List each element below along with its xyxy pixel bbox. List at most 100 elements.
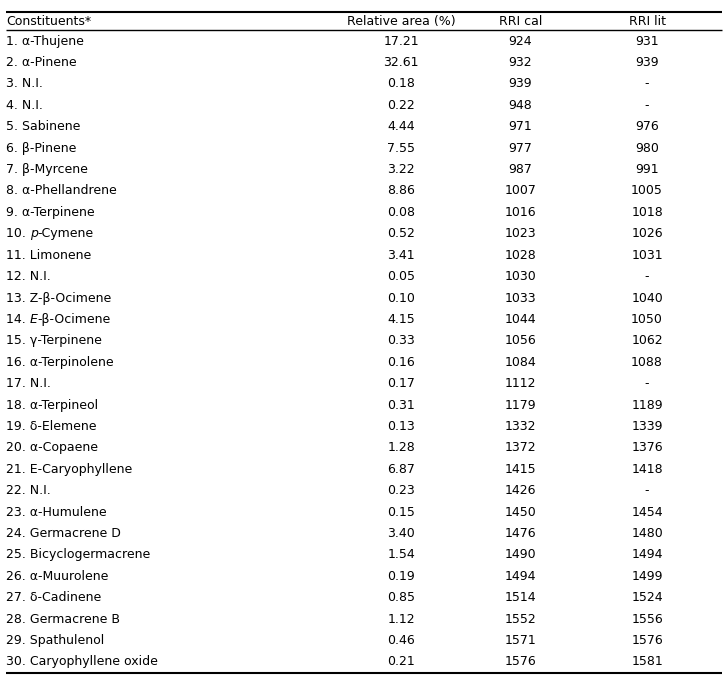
Text: 1189: 1189	[631, 399, 663, 412]
Text: 1376: 1376	[631, 441, 663, 454]
Text: 0.23: 0.23	[388, 484, 415, 497]
Text: 1026: 1026	[631, 227, 663, 240]
Text: 991: 991	[636, 163, 659, 176]
Text: 948: 948	[509, 99, 532, 112]
Text: 0.19: 0.19	[388, 570, 415, 583]
Text: -Cymene: -Cymene	[38, 227, 94, 240]
Text: 3.41: 3.41	[388, 249, 415, 262]
Text: 1084: 1084	[505, 356, 536, 368]
Text: 1339: 1339	[631, 420, 663, 433]
Text: 1499: 1499	[631, 570, 663, 583]
Text: 28. Germacrene B: 28. Germacrene B	[6, 612, 120, 625]
Text: 0.10: 0.10	[388, 291, 415, 304]
Text: 3. N.I.: 3. N.I.	[6, 78, 43, 91]
Text: 0.13: 0.13	[388, 420, 415, 433]
Text: 1418: 1418	[631, 463, 663, 476]
Text: 1524: 1524	[631, 592, 663, 604]
Text: 1576: 1576	[505, 656, 536, 669]
Text: 0.18: 0.18	[388, 78, 415, 91]
Text: 977: 977	[508, 142, 533, 155]
Text: 32.61: 32.61	[383, 56, 419, 69]
Text: 1018: 1018	[631, 206, 663, 219]
Text: 1490: 1490	[505, 548, 536, 561]
Text: 1030: 1030	[505, 270, 536, 283]
Text: 1332: 1332	[505, 420, 536, 433]
Text: -: -	[645, 78, 649, 91]
Text: -: -	[645, 377, 649, 390]
Text: E: E	[30, 313, 38, 326]
Text: 24. Germacrene D: 24. Germacrene D	[6, 527, 121, 540]
Text: 1450: 1450	[505, 506, 536, 518]
Text: 0.22: 0.22	[388, 99, 415, 112]
Text: 0.15: 0.15	[388, 506, 415, 518]
Text: 4. N.I.: 4. N.I.	[6, 99, 43, 112]
Text: 1179: 1179	[505, 399, 536, 412]
Text: 1023: 1023	[505, 227, 536, 240]
Text: 8.86: 8.86	[388, 185, 415, 197]
Text: 1.28: 1.28	[388, 441, 415, 454]
Text: 0.46: 0.46	[388, 634, 415, 647]
Text: 6. β-Pinene: 6. β-Pinene	[6, 142, 76, 155]
Text: 1040: 1040	[631, 291, 663, 304]
Text: 0.31: 0.31	[388, 399, 415, 412]
Text: -β-Ocimene: -β-Ocimene	[38, 313, 111, 326]
Text: 7. β-Myrcene: 7. β-Myrcene	[6, 163, 87, 176]
Text: -: -	[645, 99, 649, 112]
Text: 1571: 1571	[505, 634, 536, 647]
Text: 15. γ-Terpinene: 15. γ-Terpinene	[6, 335, 102, 347]
Text: 0.85: 0.85	[388, 592, 415, 604]
Text: 1028: 1028	[505, 249, 536, 262]
Text: 17.21: 17.21	[383, 34, 419, 47]
Text: 0.16: 0.16	[388, 356, 415, 368]
Text: 10.: 10.	[6, 227, 30, 240]
Text: 1033: 1033	[505, 291, 536, 304]
Text: 1576: 1576	[631, 634, 663, 647]
Text: 1556: 1556	[631, 612, 663, 625]
Text: 0.52: 0.52	[388, 227, 415, 240]
Text: 1031: 1031	[631, 249, 663, 262]
Text: 0.17: 0.17	[388, 377, 415, 390]
Text: 1494: 1494	[631, 548, 663, 561]
Text: 932: 932	[509, 56, 532, 69]
Text: 7.55: 7.55	[388, 142, 415, 155]
Text: 9. α-Terpinene: 9. α-Terpinene	[6, 206, 95, 219]
Text: RRI lit: RRI lit	[628, 15, 666, 28]
Text: 19. δ-Elemene: 19. δ-Elemene	[6, 420, 96, 433]
Text: 21. E-Caryophyllene: 21. E-Caryophyllene	[6, 463, 132, 476]
Text: 1112: 1112	[505, 377, 536, 390]
Text: 4.44: 4.44	[388, 120, 415, 133]
Text: 1514: 1514	[505, 592, 536, 604]
Text: 0.08: 0.08	[388, 206, 415, 219]
Text: 13. Z-β-Ocimene: 13. Z-β-Ocimene	[6, 291, 111, 304]
Text: 22. N.I.: 22. N.I.	[6, 484, 51, 497]
Text: 20. α-Copaene: 20. α-Copaene	[6, 441, 98, 454]
Text: 30. Caryophyllene oxide: 30. Caryophyllene oxide	[6, 656, 158, 669]
Text: 976: 976	[636, 120, 659, 133]
Text: 1426: 1426	[505, 484, 536, 497]
Text: 23. α-Humulene: 23. α-Humulene	[6, 506, 106, 518]
Text: 0.05: 0.05	[388, 270, 415, 283]
Text: Relative area (%): Relative area (%)	[347, 15, 455, 28]
Text: 0.33: 0.33	[388, 335, 415, 347]
Text: 6.87: 6.87	[388, 463, 415, 476]
Text: 1007: 1007	[505, 185, 536, 197]
Text: 0.21: 0.21	[388, 656, 415, 669]
Text: 1415: 1415	[505, 463, 536, 476]
Text: 971: 971	[509, 120, 532, 133]
Text: 939: 939	[509, 78, 532, 91]
Text: 1480: 1480	[631, 527, 663, 540]
Text: 2. α-Pinene: 2. α-Pinene	[6, 56, 77, 69]
Text: 8. α-Phellandrene: 8. α-Phellandrene	[6, 185, 116, 197]
Text: 1454: 1454	[631, 506, 663, 518]
Text: 980: 980	[635, 142, 659, 155]
Text: 1552: 1552	[505, 612, 536, 625]
Text: 3.22: 3.22	[388, 163, 415, 176]
Text: 27. δ-Cadinene: 27. δ-Cadinene	[6, 592, 101, 604]
Text: 1476: 1476	[505, 527, 536, 540]
Text: -: -	[645, 270, 649, 283]
Text: 26. α-Muurolene: 26. α-Muurolene	[6, 570, 108, 583]
Text: 14.: 14.	[6, 313, 30, 326]
Text: 29. Spathulenol: 29. Spathulenol	[6, 634, 104, 647]
Text: 1016: 1016	[505, 206, 536, 219]
Text: 25. Bicyclogermacrene: 25. Bicyclogermacrene	[6, 548, 150, 561]
